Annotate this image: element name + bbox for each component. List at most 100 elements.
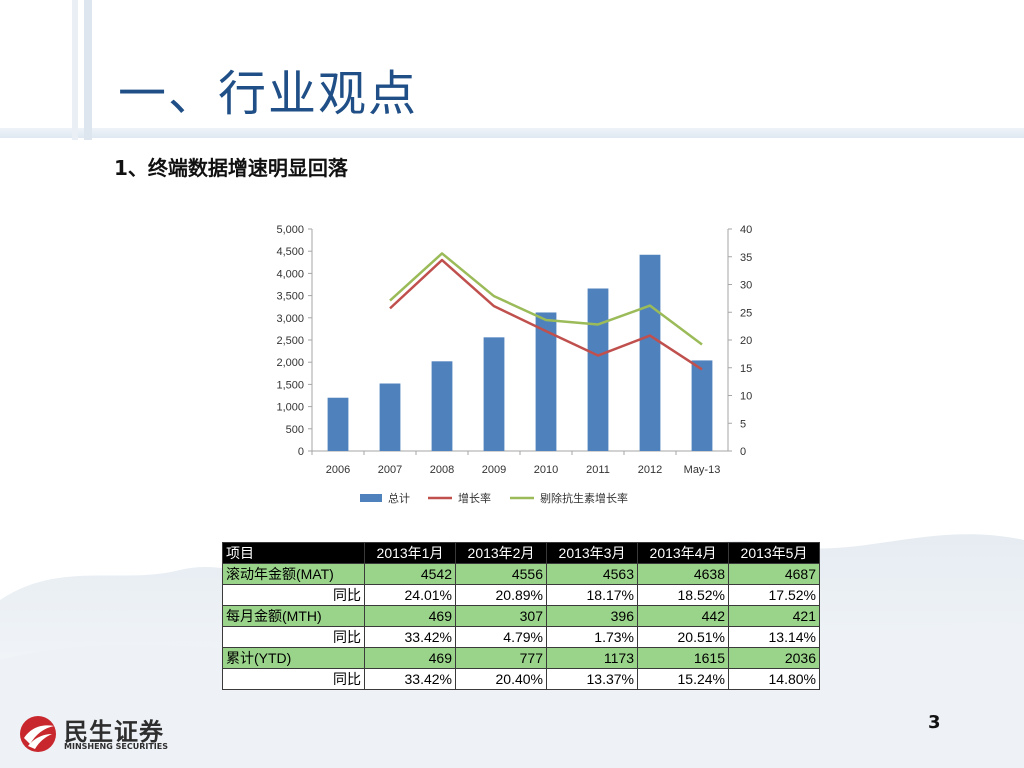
legend-label: 增长率	[458, 491, 491, 505]
y-tick-label-right: 15	[740, 363, 752, 375]
table-row: 同比 24.01% 20.89% 18.17% 18.52% 17.52%	[222, 584, 820, 606]
bar-2010	[535, 312, 557, 451]
x-tick-label: 2011	[586, 464, 610, 476]
y-tick-label-left: 3,000	[276, 313, 304, 325]
table-cell: 1.73%	[546, 626, 638, 648]
table-cell: 469	[364, 605, 456, 627]
page-number: 3	[928, 712, 941, 733]
legend-label: 总计	[388, 491, 410, 505]
table-cell: 18.52%	[637, 584, 729, 606]
bar-2006	[327, 397, 349, 451]
logo-name-cn: 民生证券	[64, 718, 164, 746]
table-cell: 20.40%	[455, 668, 547, 690]
table-cell: 17.52%	[728, 584, 820, 606]
table-cell: 421	[728, 605, 820, 627]
y-tick-label-left: 0	[298, 446, 304, 458]
table-cell: 4542	[364, 563, 456, 585]
x-tick-label: 2008	[430, 464, 454, 476]
table-cell: 4638	[637, 563, 729, 585]
table-cell: 14.80%	[728, 668, 820, 690]
y-tick-label-left: 500	[286, 424, 304, 436]
table-cell: 20.89%	[455, 584, 547, 606]
table-cell: 24.01%	[364, 584, 456, 606]
y-tick-label-right: 0	[740, 446, 746, 458]
table-header-cell: 2013年3月	[546, 542, 638, 564]
y-tick-label-right: 30	[740, 280, 752, 292]
x-tick-label: 2010	[534, 464, 558, 476]
bar-May-13	[691, 360, 713, 451]
line-series-剔除抗生素增长率	[389, 252, 703, 346]
table-cell: 469	[364, 647, 456, 669]
table-header-row: 项目 2013年1月 2013年2月 2013年3月 2013年4月 2013年5月	[222, 542, 820, 564]
y-tick-label-left: 3,500	[276, 291, 304, 303]
table-cell: 396	[546, 605, 638, 627]
table-header-cell: 2013年5月	[728, 542, 820, 564]
y-tick-label-left: 2,000	[276, 357, 304, 369]
minsheng-swoosh-logo-icon	[20, 716, 56, 752]
table-cell: 13.37%	[546, 668, 638, 690]
table-header-cell: 2013年4月	[637, 542, 729, 564]
table-header-cell: 项目	[222, 542, 365, 564]
table-cell: 307	[455, 605, 547, 627]
table-row: 同比 33.42% 20.40% 13.37% 15.24% 14.80%	[222, 668, 820, 690]
company-logo: 民生证券 MINSHENG SECURITIES	[18, 712, 178, 758]
table-row-label: 同比	[222, 668, 365, 690]
table-row: 滚动年金额(MAT) 4542 4556 4563 4638 4687	[222, 563, 820, 585]
table-row: 累计(YTD) 469 777 1173 1615 2036	[222, 647, 820, 669]
y-tick-label-left: 4,000	[276, 268, 304, 280]
table-cell: 442	[637, 605, 729, 627]
data-table: 项目 2013年1月 2013年2月 2013年3月 2013年4月 2013年5月 滚动年…	[222, 542, 820, 690]
table-row-label: 每月金额(MTH)	[222, 605, 365, 627]
x-tick-label: 2009	[482, 464, 506, 476]
slide-title: 一、行业观点	[118, 66, 419, 122]
table-cell: 1173	[546, 647, 638, 669]
x-tick-label: May-13	[684, 464, 721, 476]
bar-2011	[587, 288, 609, 451]
table-cell: 33.42%	[364, 626, 456, 648]
y-tick-label-left: 4,500	[276, 246, 304, 258]
table-row-label: 滚动年金额(MAT)	[222, 563, 365, 585]
table-header-cell: 2013年2月	[455, 542, 547, 564]
y-tick-label-right: 10	[740, 391, 752, 403]
table-cell: 777	[455, 647, 547, 669]
table-cell: 1615	[637, 647, 729, 669]
table-row: 同比 33.42% 4.79% 1.73% 20.51% 13.14%	[222, 626, 820, 648]
y-tick-label-right: 5	[740, 418, 746, 430]
table-cell: 15.24%	[637, 668, 729, 690]
table-cell: 18.17%	[546, 584, 638, 606]
line-series-增长率	[389, 258, 703, 371]
bar-2007	[379, 383, 401, 451]
table-row-label: 累计(YTD)	[222, 647, 365, 669]
combo-chart: 0 500 1,000 1,500 2,000 2,500 3,000 3,500 4,000 4…	[276, 224, 752, 505]
y-tick-label-left: 2,500	[276, 335, 304, 347]
y-tick-label-right: 35	[740, 252, 752, 264]
table-cell: 13.14%	[728, 626, 820, 648]
y-tick-label-right: 25	[740, 307, 752, 319]
table-header-cell: 2013年1月	[364, 542, 456, 564]
x-tick-label: 2006	[326, 464, 350, 476]
table-cell: 4556	[455, 563, 547, 585]
bar-2008	[431, 361, 453, 451]
table-row: 每月金额(MTH) 469 307 396 442 421	[222, 605, 820, 627]
bar-2012	[639, 254, 661, 451]
table-row-label: 同比	[222, 584, 365, 606]
x-tick-label: 2012	[638, 464, 662, 476]
table-cell: 4.79%	[455, 626, 547, 648]
y-tick-label-right: 40	[740, 224, 752, 236]
legend-label: 剔除抗生素增长率	[540, 491, 628, 505]
table-cell: 2036	[728, 647, 820, 669]
table-cell: 4687	[728, 563, 820, 585]
table-row-label: 同比	[222, 626, 365, 648]
table-cell: 4563	[546, 563, 638, 585]
legend-marker	[360, 494, 382, 502]
table-cell: 33.42%	[364, 668, 456, 690]
logo-name-en: MINSHENG SECURITIES	[64, 742, 168, 751]
y-tick-label-left: 5,000	[276, 224, 304, 236]
y-tick-label-left: 1,500	[276, 379, 304, 391]
table-cell: 20.51%	[637, 626, 729, 648]
y-tick-label-right: 20	[740, 335, 752, 347]
y-tick-label-left: 1,000	[276, 402, 304, 414]
slide-subtitle: 1、终端数据增速明显回落	[114, 156, 348, 180]
bar-2009	[483, 337, 505, 451]
x-tick-label: 2007	[378, 464, 402, 476]
